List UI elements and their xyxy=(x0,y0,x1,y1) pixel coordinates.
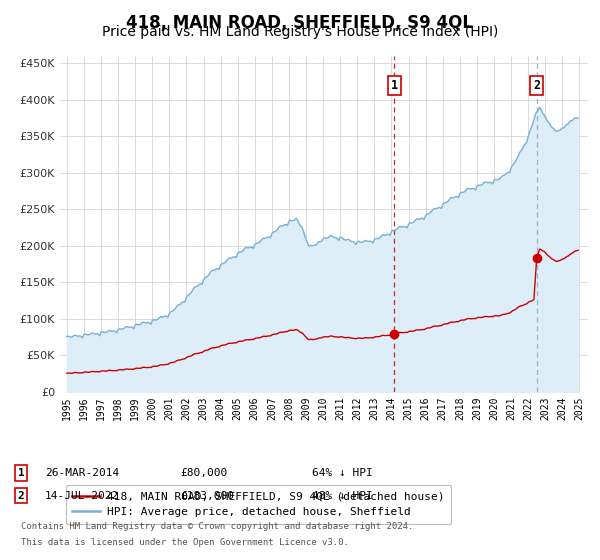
Legend: 418, MAIN ROAD, SHEFFIELD, S9 4QL (detached house), HPI: Average price, detached: 418, MAIN ROAD, SHEFFIELD, S9 4QL (detac… xyxy=(65,485,451,524)
Text: 64% ↓ HPI: 64% ↓ HPI xyxy=(312,468,373,478)
Text: 2: 2 xyxy=(533,79,541,92)
Text: 2: 2 xyxy=(17,491,25,501)
Text: 48% ↓ HPI: 48% ↓ HPI xyxy=(312,491,373,501)
Text: This data is licensed under the Open Government Licence v3.0.: This data is licensed under the Open Gov… xyxy=(21,538,349,547)
Text: 26-MAR-2014: 26-MAR-2014 xyxy=(45,468,119,478)
Text: 1: 1 xyxy=(391,79,398,92)
Text: Price paid vs. HM Land Registry's House Price Index (HPI): Price paid vs. HM Land Registry's House … xyxy=(102,25,498,39)
Text: £80,000: £80,000 xyxy=(180,468,227,478)
Text: 418, MAIN ROAD, SHEFFIELD, S9 4QL: 418, MAIN ROAD, SHEFFIELD, S9 4QL xyxy=(127,14,473,32)
Text: Contains HM Land Registry data © Crown copyright and database right 2024.: Contains HM Land Registry data © Crown c… xyxy=(21,522,413,531)
Text: 1: 1 xyxy=(17,468,25,478)
Text: £183,000: £183,000 xyxy=(180,491,234,501)
Text: 14-JUL-2022: 14-JUL-2022 xyxy=(45,491,119,501)
